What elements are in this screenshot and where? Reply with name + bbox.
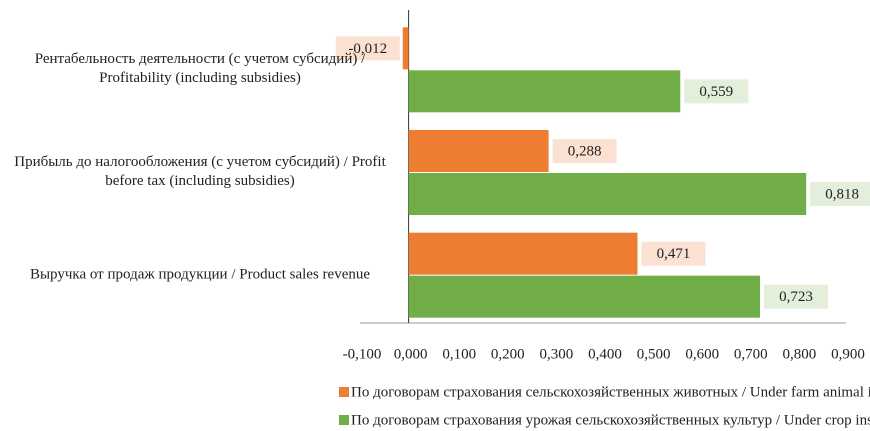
value-label-bg bbox=[641, 241, 706, 266]
x-tick-label: 0,400 bbox=[588, 346, 622, 362]
x-tick-label: 0,200 bbox=[491, 346, 525, 362]
legend-label: По договорам страхования сельскохозяйств… bbox=[351, 384, 870, 400]
x-tick-label: 0,700 bbox=[734, 346, 768, 362]
bar bbox=[408, 70, 681, 113]
value-label: -0,012 bbox=[348, 41, 387, 57]
value-label-bg bbox=[810, 182, 870, 206]
x-tick-label: 0,000 bbox=[394, 346, 428, 362]
bar bbox=[402, 27, 409, 70]
x-tick-label: 0,500 bbox=[637, 346, 671, 362]
bar bbox=[408, 275, 760, 318]
category-label: Рентабельность деятельности (с учетом су… bbox=[34, 51, 366, 87]
value-label-bg bbox=[552, 139, 617, 163]
category-label: Выручка от продаж продукции / Product sa… bbox=[29, 266, 371, 283]
category-label: Прибыль до налогообложения (с учетом суб… bbox=[14, 154, 386, 189]
value-label-bg bbox=[335, 36, 400, 61]
x-tick-label: 0,900 bbox=[831, 346, 865, 362]
value-label: 0,559 bbox=[699, 84, 733, 100]
value-label-bg bbox=[684, 79, 749, 104]
x-tick-label: 0,600 bbox=[685, 346, 719, 362]
bar bbox=[408, 173, 807, 215]
legend-swatch bbox=[339, 415, 349, 425]
bar bbox=[408, 130, 549, 172]
x-tick-label: -0,100 bbox=[343, 346, 382, 362]
x-tick-label: 0,100 bbox=[442, 346, 476, 362]
x-tick-label: 0,800 bbox=[783, 346, 817, 362]
legend-label: По договорам страхования урожая сельскох… bbox=[351, 412, 870, 428]
legend-swatch bbox=[339, 387, 349, 397]
value-label: 0,471 bbox=[657, 246, 691, 262]
x-tick-label: 0,300 bbox=[540, 346, 574, 362]
bar bbox=[408, 232, 638, 275]
value-label: 0,818 bbox=[825, 186, 859, 202]
value-label: 0,723 bbox=[779, 289, 813, 305]
value-label: 0,288 bbox=[568, 143, 602, 159]
value-label-bg bbox=[763, 284, 828, 309]
